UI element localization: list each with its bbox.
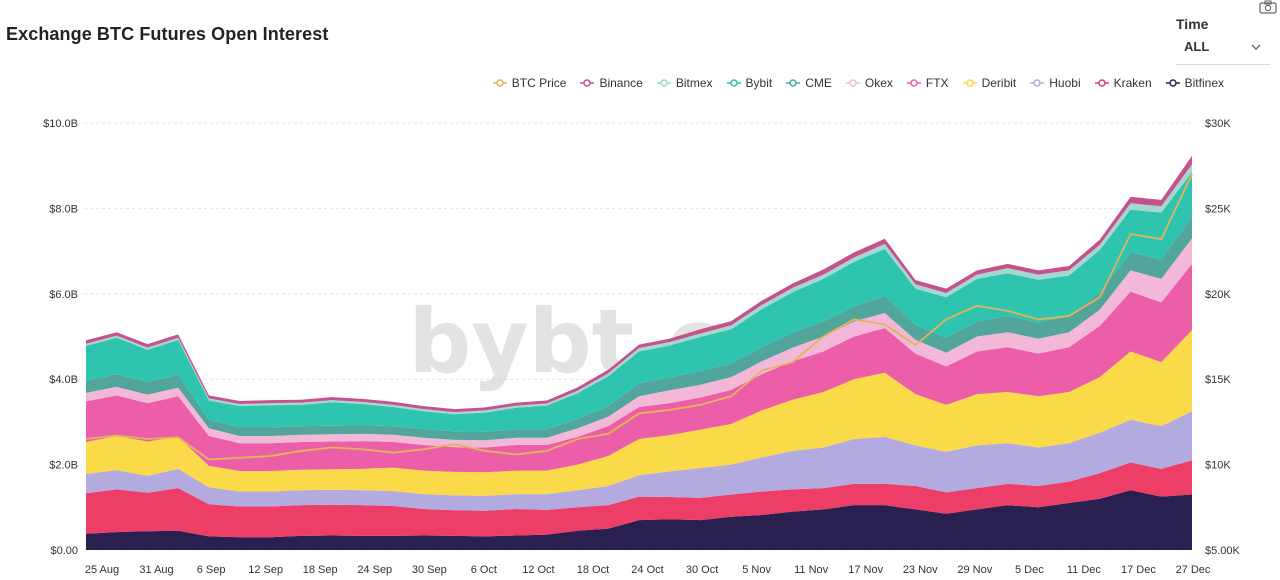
y-left-tick-label: $8.0B [49, 203, 78, 215]
legend-label: Deribit [981, 76, 1017, 90]
area-cme[interactable] [86, 216, 1192, 441]
legend-item-bitmex[interactable]: Bitmex [656, 76, 713, 90]
x-tick-label: 27 Dec [1176, 564, 1211, 576]
x-tick-label: 30 Oct [686, 564, 718, 576]
legend-label: Bitmex [675, 76, 713, 90]
legend-label: Huobi [1049, 76, 1081, 90]
legend-marker-icon [1165, 79, 1180, 87]
y-left-tick-label: $4.0B [49, 374, 78, 386]
legend-item-huobi[interactable]: Huobi [1030, 76, 1081, 90]
time-selector-label: Time [1176, 16, 1209, 32]
x-tick-label: 24 Sep [357, 564, 392, 576]
y-right-tick-label: $15K [1205, 374, 1231, 386]
x-tick-label: 17 Nov [848, 564, 883, 576]
legend-marker-icon [962, 79, 977, 87]
x-tick-label: 24 Oct [631, 564, 663, 576]
legend-marker-icon [906, 79, 921, 87]
legend-label: Bitfinex [1184, 76, 1224, 90]
legend-label: Bybit [745, 76, 773, 90]
legend-label: BTC Price [511, 76, 567, 90]
x-tick-label: 11 Dec [1067, 564, 1102, 576]
x-tick-label: 17 Dec [1121, 564, 1156, 576]
legend-item-bybit[interactable]: Bybit [726, 76, 773, 90]
y-left-tick-label: $2.0B [49, 460, 78, 472]
y-right-tick-label: $25K [1205, 203, 1231, 215]
legend-item-bitfinex[interactable]: Bitfinex [1165, 76, 1224, 90]
chart-legend: BTC Price Binance Bitmex Bybit CME Okex FTX Der… [492, 75, 1224, 91]
legend-item-binance[interactable]: Binance [580, 76, 643, 90]
legend-marker-icon [1030, 79, 1045, 87]
area-huobi[interactable] [86, 411, 1192, 511]
page-title: Exchange BTC Futures Open Interest [6, 24, 329, 44]
y-right-tick-label: $30K [1205, 118, 1231, 130]
legend-item-okex[interactable]: Okex [845, 76, 893, 90]
legend-marker-icon [492, 79, 507, 87]
y-left-tick-label: $6.0B [49, 289, 78, 301]
chart-price-line [85, 173, 1193, 461]
legend-label: FTX [925, 76, 949, 90]
legend-label: Binance [599, 76, 643, 90]
btc-price-line[interactable] [85, 173, 1193, 461]
legend-label: Okex [864, 76, 893, 90]
legend-item-btc-price[interactable]: BTC Price [492, 76, 567, 90]
legend-marker-icon [1094, 79, 1109, 87]
x-tick-label: 11 Nov [794, 564, 829, 576]
y-left-tick-label: $10.0B [43, 118, 78, 130]
y-left-tick-label: $0.00 [50, 545, 78, 557]
x-tick-label: 31 Aug [139, 564, 173, 576]
x-tick-label: 23 Nov [903, 564, 938, 576]
x-tick-label: 29 Nov [957, 564, 992, 576]
legend-marker-icon [726, 79, 741, 87]
x-tick-label: 5 Dec [1015, 564, 1044, 576]
legend-item-ftx[interactable]: FTX [906, 76, 949, 90]
x-tick-label: 6 Oct [471, 564, 497, 576]
x-tick-label: 30 Sep [412, 564, 447, 576]
area-kraken[interactable] [86, 460, 1192, 538]
x-tick-label: 12 Oct [522, 564, 554, 576]
y-right-tick-label: $20K [1205, 289, 1231, 301]
legend-item-cme[interactable]: CME [786, 76, 832, 90]
time-selector-value[interactable]: ALL [1184, 39, 1210, 54]
y-axis-left: $0.00 $2.0B $4.0B $6.0B $8.0B $10.0B [43, 118, 78, 557]
legend-marker-icon [580, 79, 595, 87]
x-tick-label: 25 Aug [85, 564, 119, 576]
legend-label: CME [805, 76, 832, 90]
x-tick-label: 18 Sep [303, 564, 338, 576]
chevron-down-icon[interactable] [1250, 42, 1262, 52]
legend-marker-icon [786, 79, 801, 87]
y-right-tick-label: $5.00K [1205, 545, 1241, 557]
x-tick-label: 6 Sep [197, 564, 226, 576]
x-tick-label: 5 Nov [742, 564, 771, 576]
x-tick-label: 12 Sep [248, 564, 283, 576]
camera-icon[interactable] [1258, 0, 1278, 14]
legend-marker-icon [845, 79, 860, 87]
legend-item-deribit[interactable]: Deribit [962, 76, 1017, 90]
y-right-tick-label: $10K [1205, 460, 1231, 472]
time-selector[interactable]: Time ALL [1176, 14, 1270, 65]
y-axis-right: $5.00K $10K $15K $20K $25K $30K [1205, 118, 1241, 557]
legend-marker-icon [656, 79, 671, 87]
chart-areas [86, 155, 1192, 550]
x-axis: 25 Aug 31 Aug 6 Sep 12 Sep 18 Sep 24 Sep 30 Se… [85, 564, 1211, 576]
legend-item-kraken[interactable]: Kraken [1094, 76, 1152, 90]
area-bybit[interactable] [86, 172, 1192, 432]
area-deribit[interactable] [86, 330, 1192, 496]
legend-label: Kraken [1113, 76, 1152, 90]
x-tick-label: 18 Oct [577, 564, 609, 576]
area-okex[interactable] [86, 238, 1192, 448]
